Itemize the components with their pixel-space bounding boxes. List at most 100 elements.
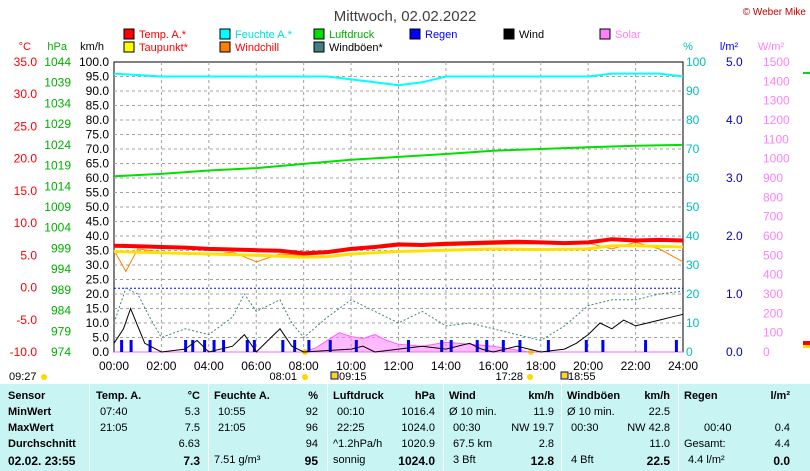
rain-bar	[406, 340, 410, 352]
pressure-tick-label: 979	[51, 324, 71, 338]
current-abs-humidity: 7.51 g/m³	[214, 454, 261, 466]
legend-label: Taupunkt*	[139, 42, 189, 54]
wind-tick-label: 55.0	[86, 186, 110, 200]
avg-pressure-value: 1020.9	[401, 438, 435, 450]
temp-tick-label: 20.0	[14, 152, 38, 166]
pressure-tick-label: 1034	[44, 96, 71, 110]
avg-wind-distance: 67.5 km	[453, 438, 493, 450]
rain-bar	[601, 340, 605, 352]
avg-rain-value: 4.4	[774, 438, 790, 450]
avg-gust-value: 11.0	[649, 438, 670, 450]
min-humidity-value: 92	[305, 406, 318, 418]
wind-tick-label: 70.0	[86, 142, 110, 156]
rain-bar	[252, 340, 256, 352]
pressure-tick-label: 1044	[44, 55, 71, 69]
rain-tick-label: 5.0	[726, 55, 743, 69]
header-gust-unit: km/h	[644, 390, 670, 402]
solar-tick-label: 900	[763, 171, 783, 185]
current-gust-bft: 4 Bft	[571, 454, 594, 466]
rain-bar	[485, 340, 489, 352]
max-gust-time: 00:30	[571, 422, 599, 434]
min-pressure-value: 1016.4	[401, 406, 435, 418]
max-rain-time: 00:40	[704, 422, 732, 434]
humidity-tick-label: 10	[686, 316, 700, 330]
temp-tick-label: 0.0	[20, 281, 37, 295]
avg-humidity-value: 94	[305, 438, 318, 450]
current-gust-value: 22.5	[646, 454, 670, 468]
pressure-tick-label: 974	[51, 345, 71, 359]
header-temp-unit: °C	[187, 390, 200, 402]
max-wind-time: 00:30	[453, 422, 481, 434]
x-tick-label: 08:00	[289, 359, 319, 373]
dewpoint-series	[113, 244, 684, 259]
humidity-tick-label: 100	[686, 55, 706, 69]
humidity-tick-label: 70	[686, 142, 700, 156]
current-wind-value: 12.8	[530, 454, 554, 468]
wind-tick-label: 25.0	[86, 273, 110, 287]
temp-tick-label: 25.0	[14, 119, 38, 133]
wind-tick-label: 85.0	[86, 99, 110, 113]
solar-tick-label: 1200	[763, 113, 790, 127]
wind-axis-unit: km/h	[80, 41, 104, 53]
legend-swatch	[123, 41, 135, 53]
rain-bar	[328, 340, 332, 352]
max-pressure-value: 1024.0	[401, 422, 435, 434]
wind-tick-label: 45.0	[86, 215, 110, 229]
header-humidity: Feuchte A.	[214, 390, 270, 402]
current-wind-bft: 3 Bft	[453, 454, 476, 466]
rain-bar	[307, 340, 311, 352]
legend-label: Temp. A.*	[139, 29, 187, 41]
solar-tick-label: 600	[763, 229, 783, 243]
temp-tick-label: 10.0	[14, 216, 38, 230]
pressure-tick-label: 984	[51, 304, 71, 318]
rain-bar	[184, 340, 188, 352]
rain-bar	[293, 340, 297, 352]
min-temp-value: 5.3	[184, 406, 200, 418]
sun-icon	[527, 374, 533, 380]
solar-tick-label: 100	[763, 326, 783, 340]
min-humidity-time: 10:55	[218, 406, 246, 418]
moon-icon	[330, 371, 339, 380]
rain-bar	[281, 340, 285, 352]
legend-swatch	[503, 28, 515, 40]
humidity-tick-label: 60	[686, 171, 700, 185]
rain-tick-label: 3.0	[726, 171, 743, 185]
wind-tick-label: 40.0	[86, 229, 110, 243]
legend-label: Windchill	[235, 42, 279, 54]
rain-bar	[354, 340, 358, 352]
humidity-tick-label: 20	[686, 287, 700, 301]
sun-icon	[41, 374, 47, 380]
humidity-tick-label: 80	[686, 113, 700, 127]
wind-tick-label: 75.0	[86, 128, 110, 142]
sun-time-label: 09:27	[9, 371, 37, 383]
min-wind-info: Ø 10 min.	[449, 406, 497, 418]
sun-icon	[302, 374, 308, 380]
legend-label: Wind	[519, 29, 544, 41]
temp-tick-label: 30.0	[14, 87, 38, 101]
humidity-tick-label: 90	[686, 84, 700, 98]
avg-rain-label: Gesamt:	[684, 438, 726, 450]
temp-tick-label: -5.0	[16, 313, 37, 327]
current-temp-value: 7.3	[183, 454, 200, 468]
avg-wind-value: 2.8	[538, 438, 554, 450]
rain-bar	[245, 340, 249, 352]
current-weather-text: sonnig	[333, 454, 366, 466]
humidity-axis-unit: %	[683, 41, 693, 53]
legend-label: Luftdruck	[329, 29, 375, 41]
current-rain-value: 0.0	[773, 454, 790, 468]
solar-tick-label: 0	[763, 345, 770, 359]
legend-swatch	[219, 41, 231, 53]
legend-label: Feuchte A.*	[235, 29, 293, 41]
wind-tick-label: 35.0	[86, 244, 110, 258]
min-wind-value: 11.9	[533, 406, 554, 418]
wind-tick-label: 30.0	[86, 258, 110, 272]
legend-swatch	[123, 28, 135, 40]
pressure-tick-label: 1024	[44, 138, 71, 152]
weather-chart: Mittwoch, 02.02.2022 © Weber Mike Temp. A.…	[9, 7, 810, 383]
solar-tick-label: 800	[763, 190, 783, 204]
wind-tick-label: 60.0	[86, 171, 110, 185]
max-humidity-time: 21:05	[218, 422, 246, 434]
wind-tick-label: 100.0	[79, 55, 109, 69]
current-dewpoint-marker	[803, 345, 810, 348]
current-pressure-value: 1024.0	[398, 454, 435, 468]
